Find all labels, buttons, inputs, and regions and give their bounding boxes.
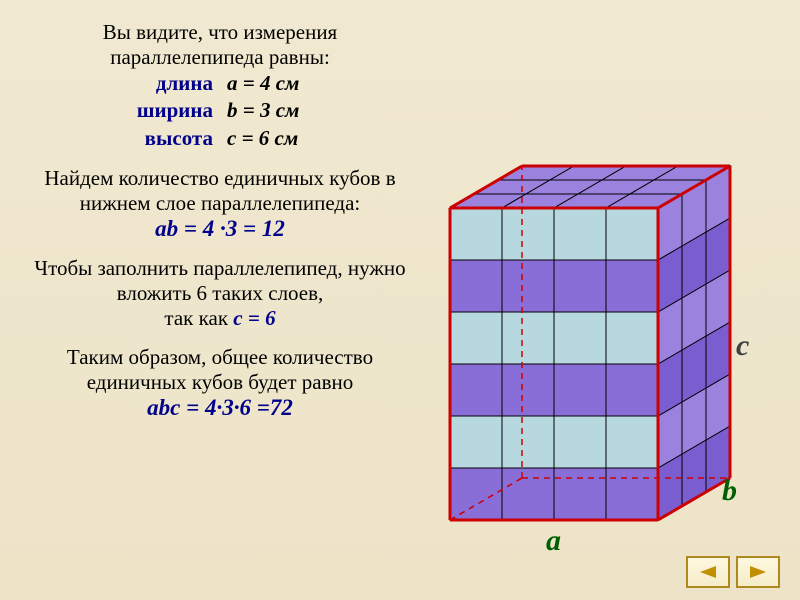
dim-value: a = 4 см: [227, 70, 317, 97]
p3b-pre: так как: [164, 306, 233, 330]
dimensions-block: длина a = 4 см ширина b = 3 см высота c = 6 с…: [30, 70, 410, 152]
c-equals-6: c = 6: [233, 306, 275, 330]
axis-label-a: a: [546, 524, 561, 558]
dim-row: длина a = 4 см: [30, 70, 410, 97]
text-column: Вы видите, что измерения параллелепипеда…: [30, 20, 410, 435]
dim-value: c = 6 см: [227, 125, 317, 152]
dim-label: длина: [123, 70, 213, 97]
axis-label-b: b: [722, 474, 737, 508]
next-button[interactable]: [736, 556, 780, 588]
p3-text: Чтобы заполнить параллелепипед, нужно вл…: [30, 256, 410, 306]
cube-diagram: a b c: [430, 40, 780, 560]
dim-label: высота: [123, 125, 213, 152]
dim-row: ширина b = 3 см: [30, 97, 410, 124]
p4-text: Таким образом, общее количество единичны…: [30, 345, 410, 395]
formula-ab: ab = 4 ·3 = 12: [30, 216, 410, 242]
dim-row: высота c = 6 см: [30, 125, 410, 152]
prev-button[interactable]: [686, 556, 730, 588]
arrow-left-icon: [698, 564, 718, 580]
formula-abc: abc = 4·3·6 =72: [30, 395, 410, 421]
axis-label-c: c: [736, 329, 749, 363]
dim-value: b = 3 см: [227, 97, 317, 124]
p2-text: Найдем количество единичных кубов в нижн…: [30, 166, 410, 216]
intro-text: Вы видите, что измерения параллелепипеда…: [30, 20, 410, 70]
dim-label: ширина: [123, 97, 213, 124]
nav-buttons: [686, 556, 780, 588]
arrow-right-icon: [748, 564, 768, 580]
p3b: так как c = 6: [30, 306, 410, 331]
